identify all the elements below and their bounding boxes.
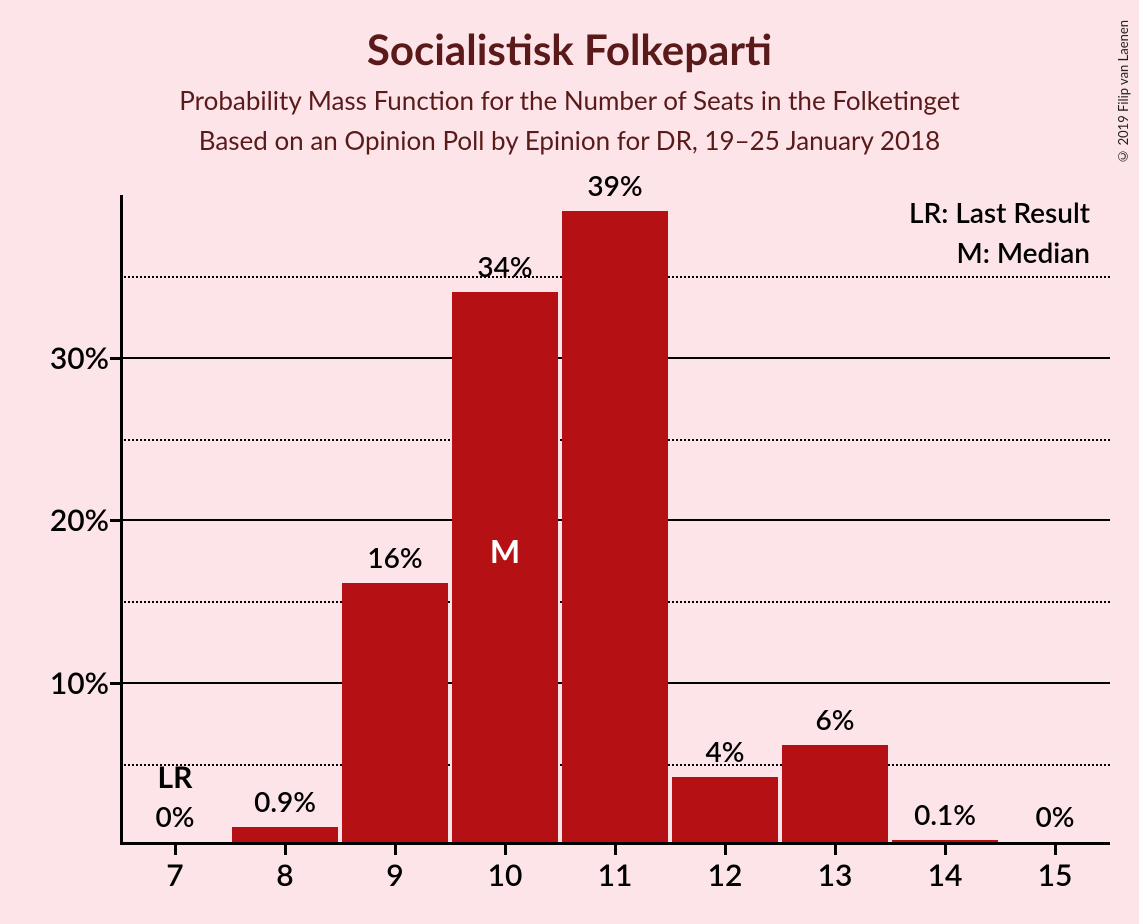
x-tick xyxy=(1054,845,1057,855)
bar xyxy=(232,827,338,842)
legend-m: M: Median xyxy=(909,235,1090,269)
y-axis-label: 10% xyxy=(9,665,109,701)
y-axis-label: 20% xyxy=(9,502,109,538)
legend-lr: LR: Last Result xyxy=(909,195,1090,229)
bar xyxy=(782,745,888,842)
x-axis-label: 15 xyxy=(1025,857,1085,893)
x-tick xyxy=(504,845,507,855)
bar xyxy=(672,777,778,842)
x-axis-label: 11 xyxy=(585,857,645,893)
chart-plot-area: LR: Last Result M: Median 0%70.9%816%934… xyxy=(120,195,1110,845)
x-axis-label: 7 xyxy=(145,857,205,893)
bar-value-label: 0.1% xyxy=(890,797,1000,831)
bar-value-label: 0% xyxy=(120,799,230,833)
x-axis-label: 9 xyxy=(365,857,425,893)
chart-subtitle-2: Based on an Opinion Poll by Epinion for … xyxy=(0,124,1139,156)
chart-legend: LR: Last Result M: Median xyxy=(909,195,1090,275)
chart-title: Socialistisk Folkeparti xyxy=(0,24,1139,74)
bar-value-label: 6% xyxy=(780,702,890,736)
x-tick xyxy=(284,845,287,855)
x-tick xyxy=(944,845,947,855)
x-axis-label: 12 xyxy=(695,857,755,893)
y-axis xyxy=(120,195,123,845)
x-tick xyxy=(614,845,617,855)
y-tick xyxy=(110,682,120,685)
bar-annotation: LR xyxy=(158,759,193,795)
bar-value-label: 0% xyxy=(1000,799,1110,833)
bar xyxy=(562,211,668,842)
bar xyxy=(342,583,448,842)
x-axis-label: 14 xyxy=(915,857,975,893)
x-axis-label: 10 xyxy=(475,857,535,893)
x-tick xyxy=(394,845,397,855)
bar-value-label: 4% xyxy=(670,734,780,768)
credit-text: © 2019 Filip van Laenen xyxy=(1115,20,1131,165)
bar-value-label: 0.9% xyxy=(230,784,340,818)
x-axis-label: 13 xyxy=(805,857,865,893)
bar-value-label: 16% xyxy=(340,540,450,574)
x-tick xyxy=(834,845,837,855)
x-tick xyxy=(174,845,177,855)
y-tick xyxy=(110,357,120,360)
y-axis-label: 30% xyxy=(9,340,109,376)
bar-value-label: 39% xyxy=(560,168,670,202)
bar-value-label: 34% xyxy=(450,249,560,283)
x-axis xyxy=(120,842,1110,845)
bar-annotation: M xyxy=(490,531,520,570)
x-tick xyxy=(724,845,727,855)
chart-subtitle-1: Probability Mass Function for the Number… xyxy=(0,84,1139,116)
y-tick xyxy=(110,519,120,522)
x-axis-label: 8 xyxy=(255,857,315,893)
